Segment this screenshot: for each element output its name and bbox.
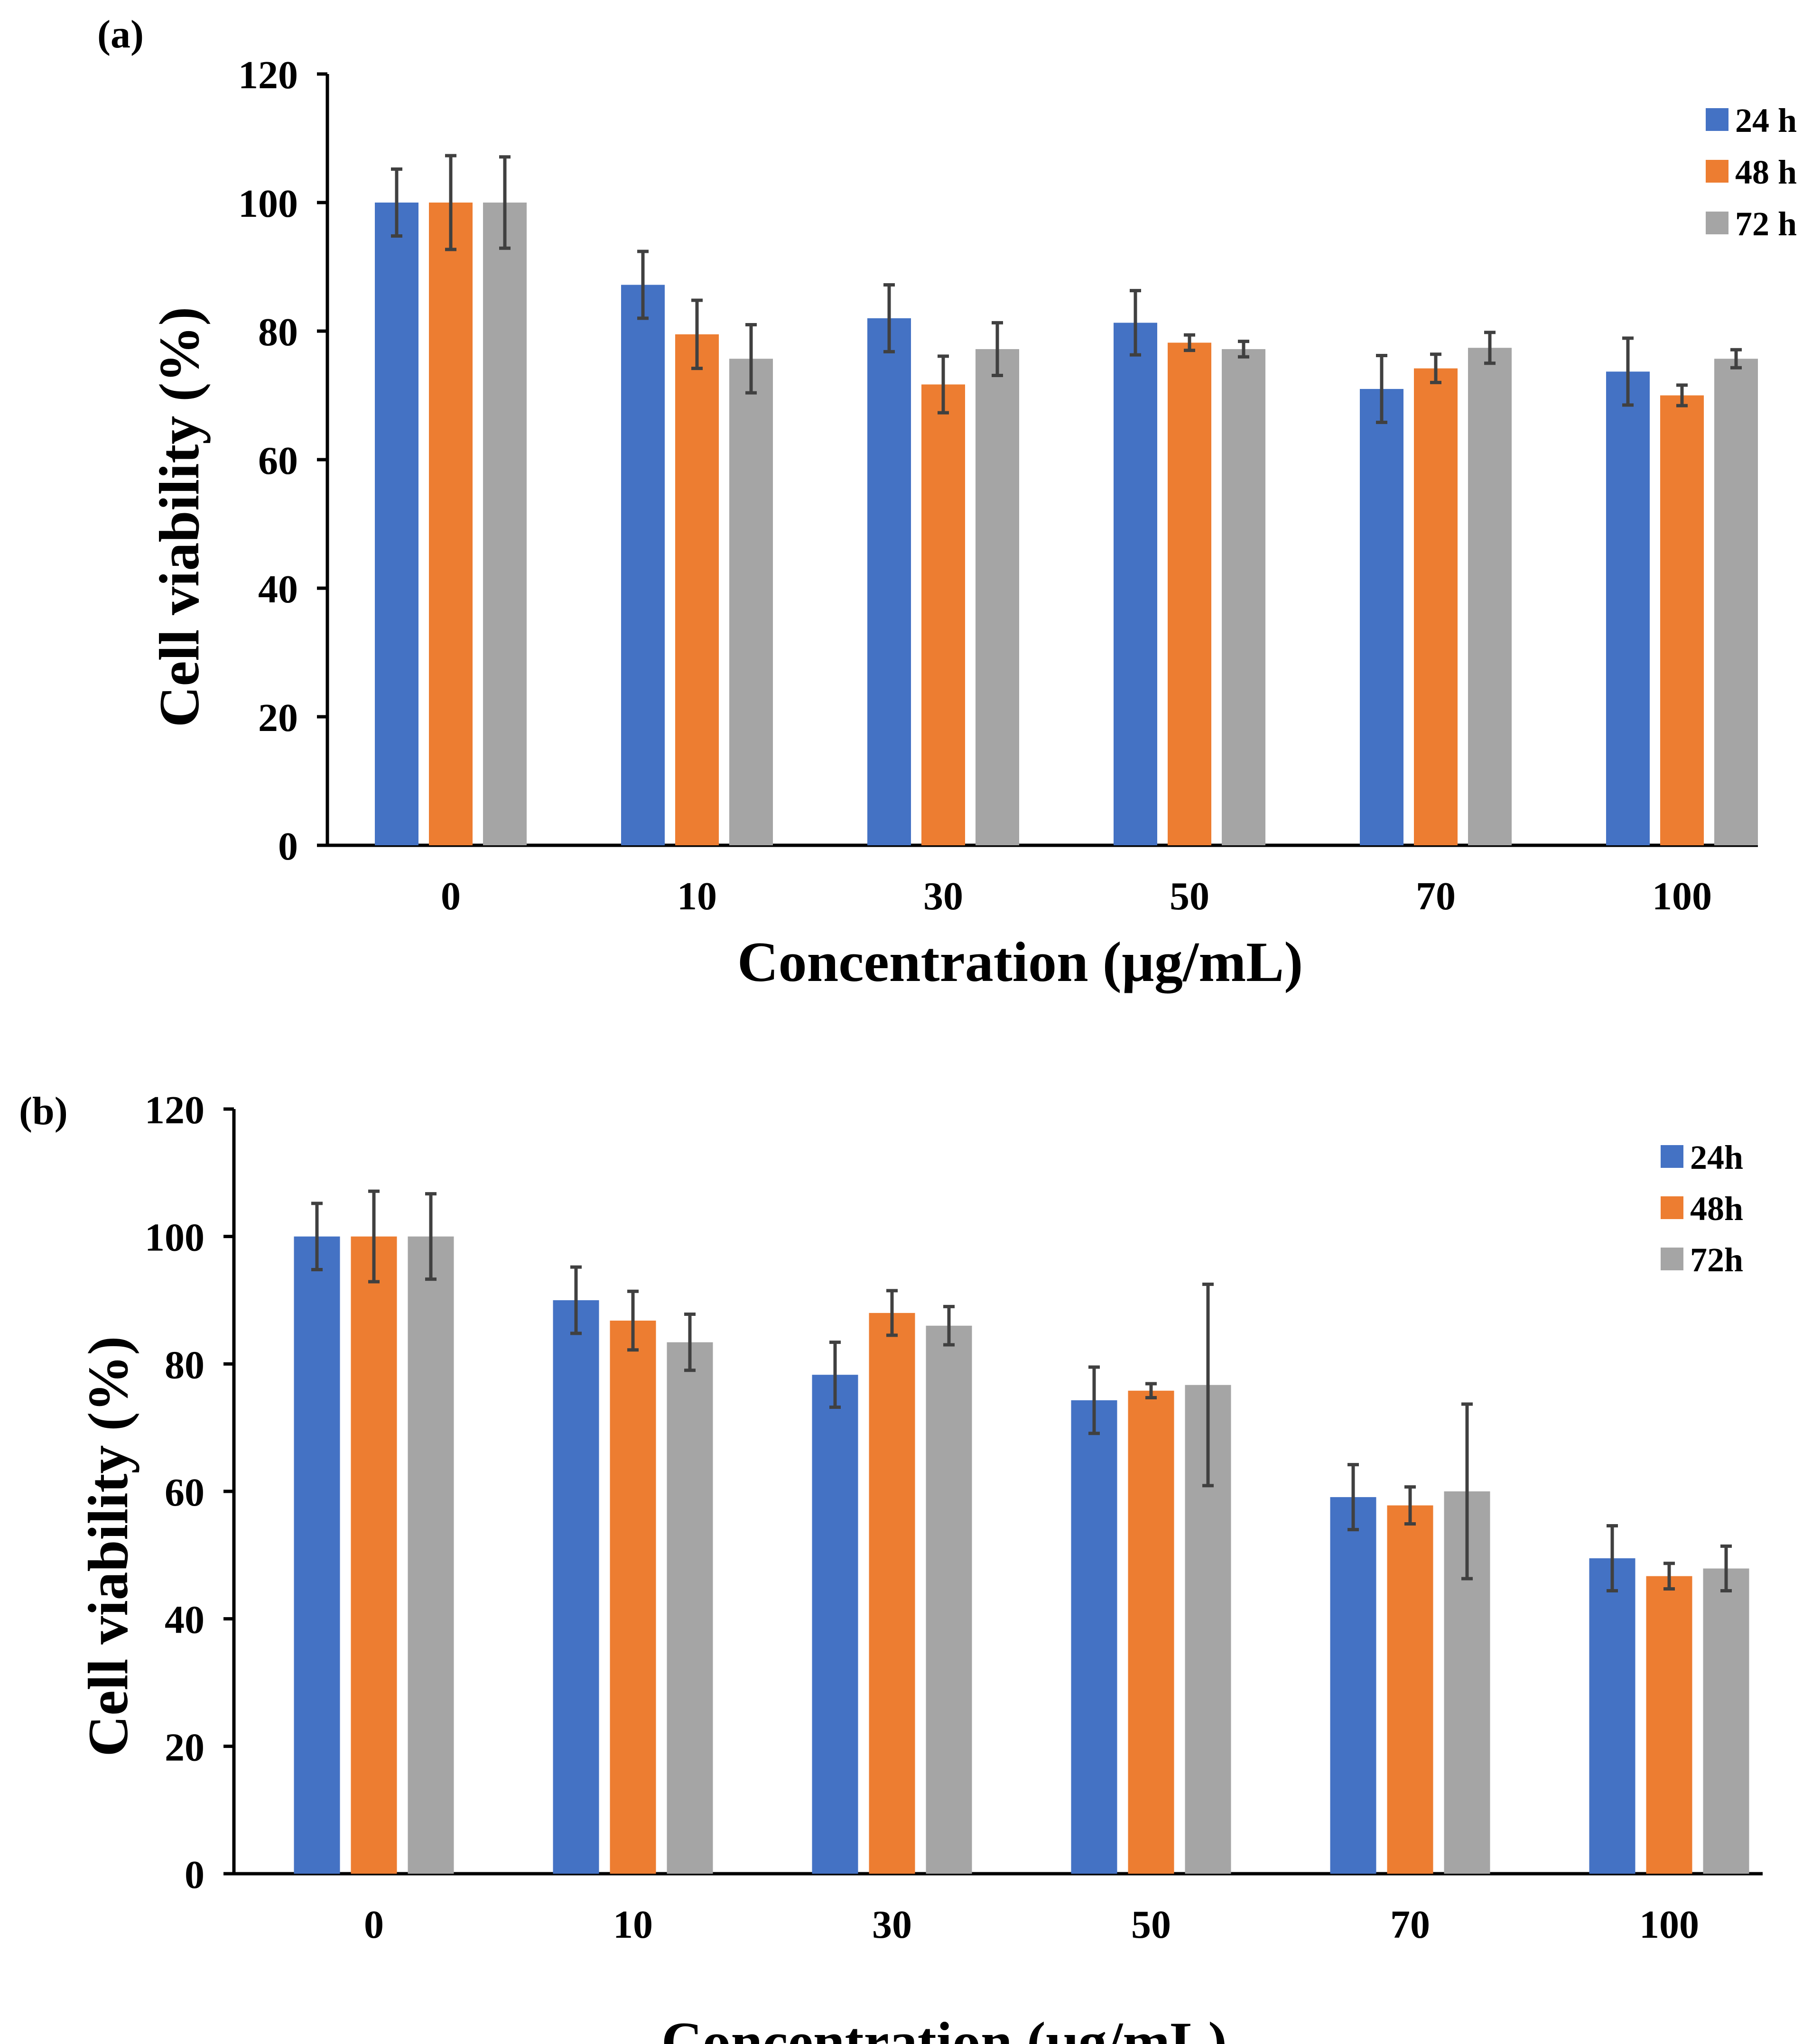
legend-swatch <box>1706 212 1728 234</box>
bar <box>976 349 1019 846</box>
bar <box>1114 323 1157 845</box>
bar <box>1703 1568 1749 1874</box>
y-tick-label: 100 <box>238 182 298 226</box>
bar <box>610 1320 656 1874</box>
x-axis-title: Concentration (µg/mL) <box>737 930 1303 994</box>
bar <box>921 384 965 845</box>
bar <box>869 1313 915 1874</box>
y-tick-label: 0 <box>185 1853 204 1897</box>
bar <box>375 203 418 845</box>
bar <box>429 203 473 845</box>
bar <box>351 1236 397 1874</box>
bar <box>1646 1576 1692 1874</box>
chart-panel-b: (b) Cell viability (%) Concentration (µg… <box>19 1088 1763 2044</box>
legend-swatch <box>1706 108 1728 131</box>
bar <box>294 1236 340 1874</box>
bar <box>1168 342 1211 845</box>
x-tick-label: 0 <box>441 874 461 918</box>
bar <box>667 1342 713 1874</box>
bar-group <box>294 1236 1749 1874</box>
legend: 24 h 48 h 72 h <box>1706 102 1797 243</box>
x-tick-label: 30 <box>872 1903 912 1947</box>
y-tick-label: 80 <box>258 310 298 354</box>
legend-label: 72 h <box>1735 205 1797 243</box>
legend-swatch <box>1661 1248 1683 1270</box>
x-tick-label: 50 <box>1131 1903 1171 1947</box>
y-axis: 0 20 40 60 80 100 120 <box>238 53 329 869</box>
error-bar-group <box>311 1189 1732 1593</box>
legend-label: 24 h <box>1735 102 1797 139</box>
y-tick-label: 20 <box>165 1725 204 1769</box>
x-tick-label: 0 <box>364 1903 384 1947</box>
y-tick-label: 20 <box>258 696 298 740</box>
bar <box>729 359 773 845</box>
bar <box>621 285 665 846</box>
legend-label: 48h <box>1690 1190 1743 1228</box>
panel-label: (a) <box>97 12 144 56</box>
bar <box>1387 1505 1433 1874</box>
bar <box>1660 395 1704 845</box>
y-tick-label: 60 <box>258 439 298 483</box>
legend-label: 48 h <box>1735 153 1797 191</box>
bar-group <box>375 203 1758 846</box>
y-axis-title: Cell viability (%) <box>148 307 211 728</box>
x-axis: 0 10 30 50 70 100 <box>317 843 1758 918</box>
bar <box>812 1375 858 1874</box>
y-tick-label: 0 <box>278 824 298 869</box>
y-axis: 0 20 40 60 80 100 120 <box>145 1088 236 1897</box>
x-axis: 0 10 30 50 70 100 <box>223 1872 1763 1947</box>
bar <box>408 1236 454 1874</box>
y-tick-label: 60 <box>165 1471 204 1515</box>
x-tick-label: 30 <box>923 874 963 918</box>
x-tick-label: 100 <box>1652 874 1712 918</box>
y-axis-title: Cell viability (%) <box>76 1336 139 1757</box>
panel-label: (b) <box>19 1089 68 1133</box>
bar <box>675 334 719 845</box>
legend-label: 24h <box>1690 1138 1743 1176</box>
x-axis-title: Concentration (µg/mL) <box>661 2010 1227 2044</box>
bar <box>1714 359 1758 845</box>
bar <box>1222 349 1265 846</box>
bar <box>926 1325 972 1874</box>
bar <box>553 1300 599 1874</box>
bar <box>1414 368 1458 845</box>
bar <box>1468 348 1512 845</box>
bar <box>1071 1400 1117 1874</box>
x-tick-label: 100 <box>1639 1903 1699 1947</box>
y-tick-label: 120 <box>145 1088 204 1132</box>
legend-label: 72h <box>1690 1241 1743 1279</box>
bar <box>1330 1497 1376 1874</box>
bar <box>483 203 527 845</box>
bar <box>1128 1390 1174 1874</box>
y-tick-label: 120 <box>238 53 298 97</box>
bar <box>1360 388 1403 845</box>
x-tick-label: 70 <box>1416 874 1456 918</box>
x-tick-label: 50 <box>1170 874 1209 918</box>
chart-panel-a: (a) Cell viability (%) Concentration (µg… <box>97 12 1797 994</box>
x-tick-label: 70 <box>1390 1903 1430 1947</box>
bar <box>1606 371 1650 845</box>
legend-swatch <box>1706 160 1728 183</box>
x-tick-label: 10 <box>613 1903 653 1947</box>
y-tick-label: 100 <box>145 1216 204 1260</box>
bar <box>1589 1558 1635 1874</box>
legend-swatch <box>1661 1196 1683 1219</box>
bar <box>867 318 911 845</box>
y-tick-label: 80 <box>165 1343 204 1387</box>
error-bar-group <box>391 154 1742 424</box>
x-tick-label: 10 <box>677 874 717 918</box>
legend: 24h 48h 72h <box>1661 1138 1743 1279</box>
y-tick-label: 40 <box>258 567 298 611</box>
y-tick-label: 40 <box>165 1598 204 1642</box>
legend-swatch <box>1661 1145 1683 1168</box>
